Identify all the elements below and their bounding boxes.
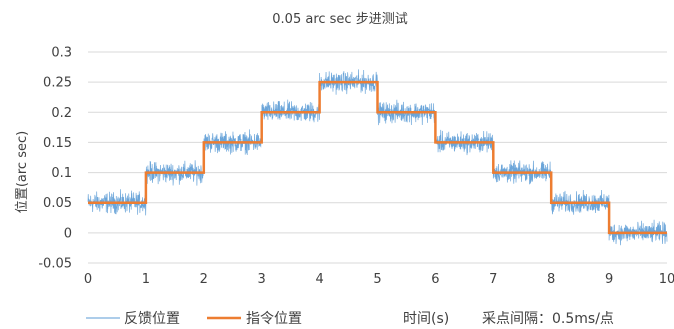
x-tick-label: 3: [258, 272, 266, 287]
legend-label-feedback: 反馈位置: [124, 311, 180, 327]
series-command-position: [88, 80, 667, 235]
y-tick-label: 0.1: [51, 166, 72, 181]
y-tick-label: 0.25: [43, 76, 72, 91]
sample-interval-note: 采点间隔：0.5ms/点: [482, 311, 614, 327]
y-tick-labels: -0.05 0 0.05 0.1 0.15 0.2 0.25 0.3: [38, 46, 72, 272]
x-tick-label: 0: [84, 272, 92, 287]
y-axis-label: 位置(arc sec): [15, 131, 30, 213]
x-tick-label: 10: [659, 272, 674, 287]
chart-title: 0.05 arc sec 步进测试: [272, 12, 407, 27]
x-tick-label: 8: [547, 272, 555, 287]
x-tick-label: 9: [605, 272, 613, 287]
x-tick-label: 1: [142, 272, 150, 287]
time-unit-note: 时间(s): [403, 311, 449, 327]
x-tick-label: 5: [373, 272, 381, 287]
y-tick-label: 0.05: [43, 196, 72, 211]
y-tick-label: -0.05: [38, 257, 72, 272]
y-tick-label: 0.2: [51, 106, 72, 121]
y-tick-label: 0.15: [43, 136, 72, 151]
legend: 反馈位置 指令位置: [86, 311, 302, 327]
legend-label-command: 指令位置: [246, 311, 302, 327]
x-tick-label: 4: [315, 272, 323, 287]
x-tick-labels: 0 1 2 3 4 5 6 7 8 9 10: [84, 272, 674, 287]
y-tick-label: 0: [64, 226, 72, 241]
command-position-line: [88, 80, 667, 235]
x-tick-label: 2: [200, 272, 208, 287]
x-tick-label: 7: [489, 272, 497, 287]
x-tick-label: 6: [431, 272, 439, 287]
y-tick-label: 0.3: [51, 46, 72, 61]
